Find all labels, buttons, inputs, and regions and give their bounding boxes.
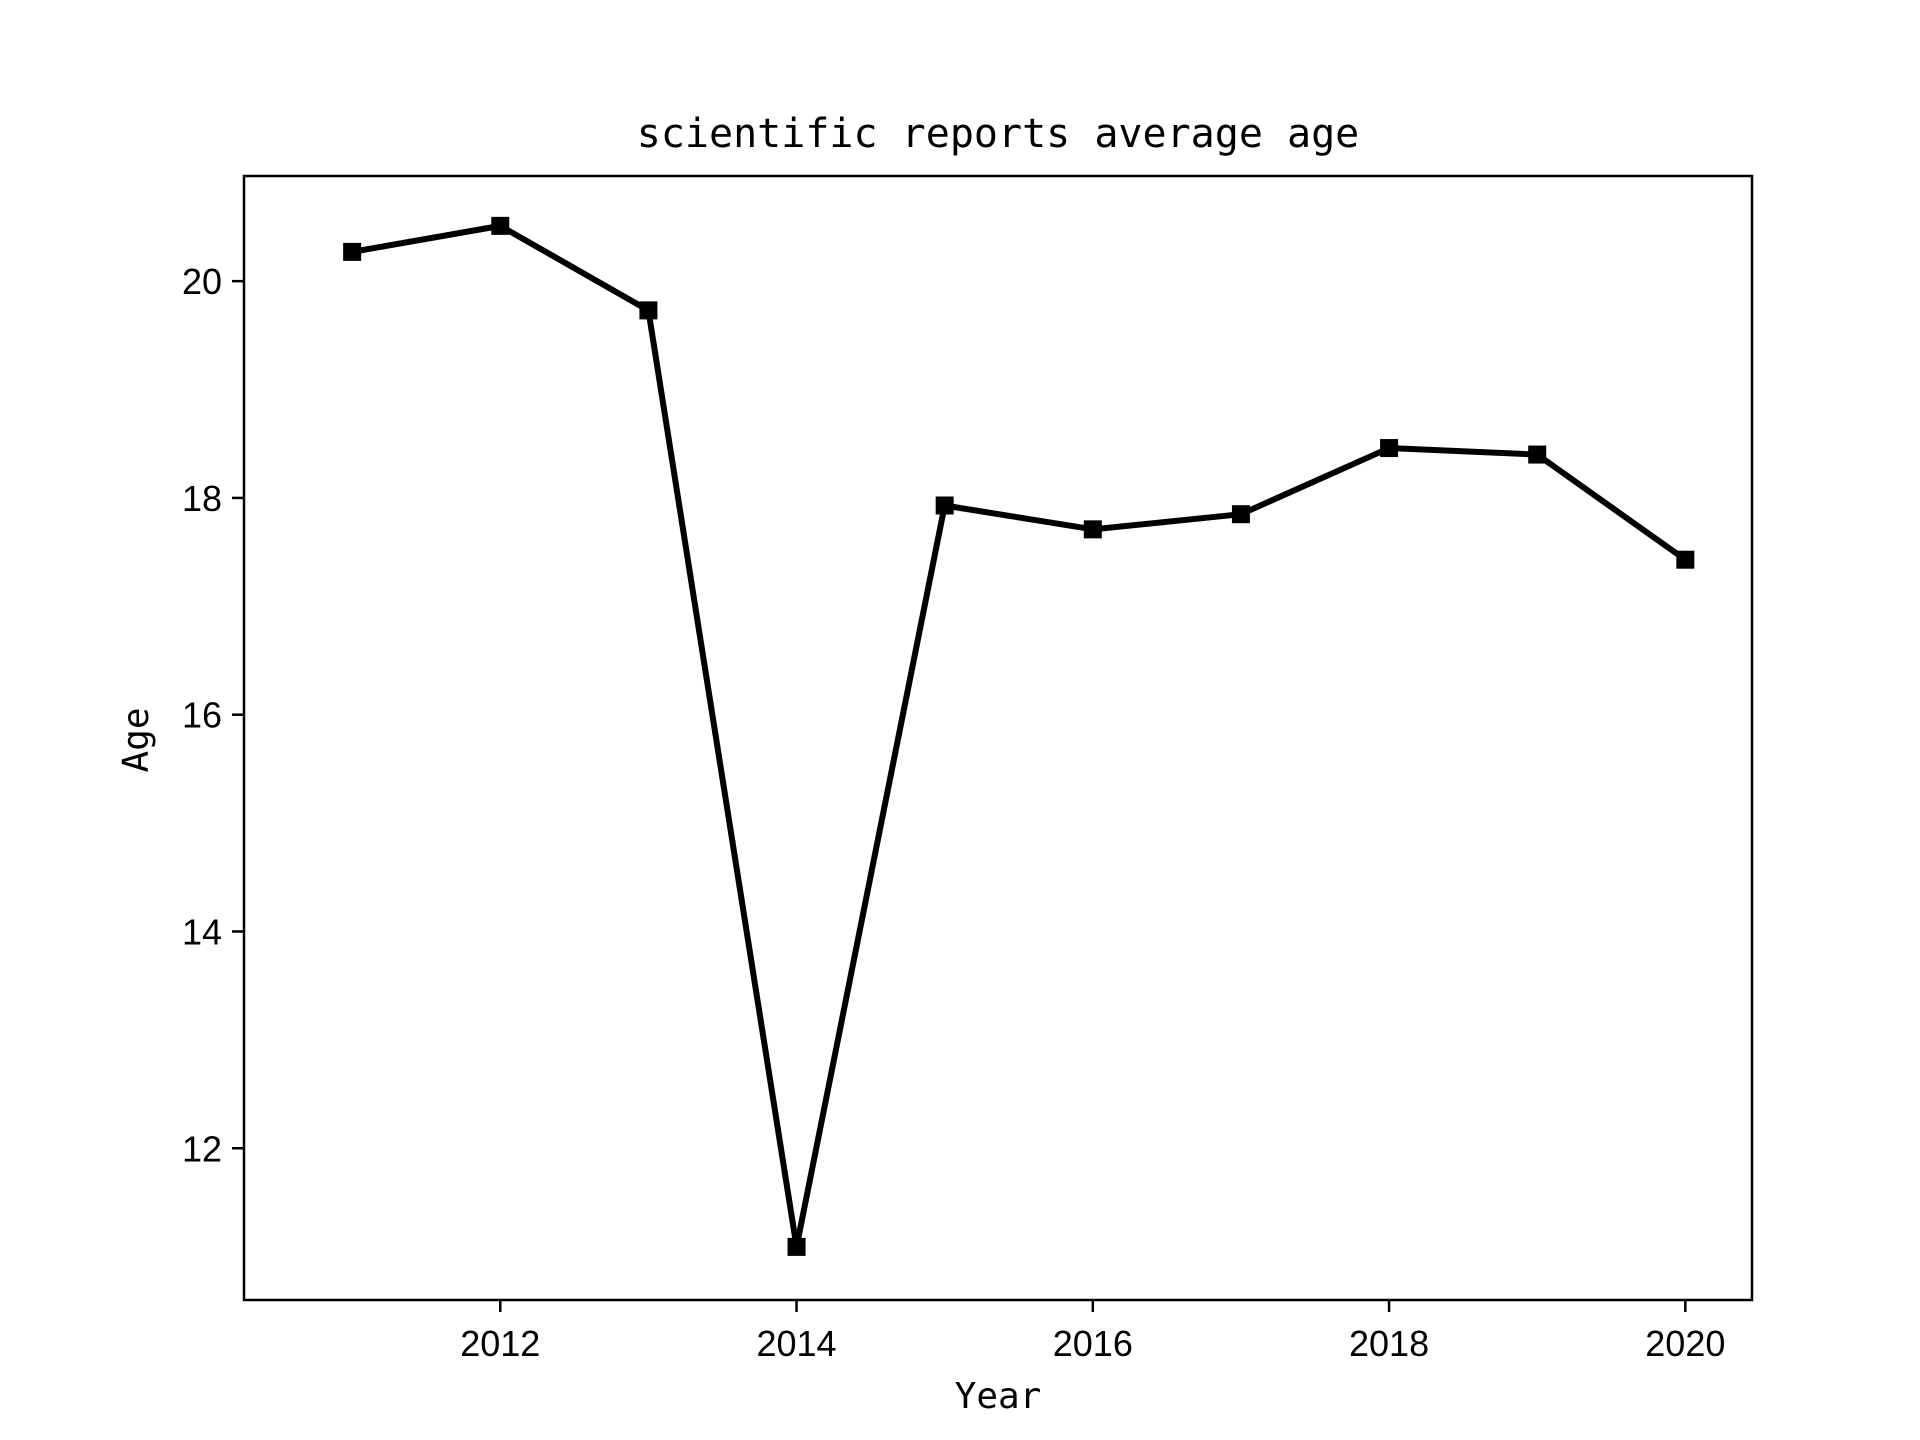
- x-tick-label: 2018: [1349, 1323, 1429, 1364]
- data-point-marker: [343, 242, 362, 261]
- y-ticks: 12 14 16 18 20: [182, 261, 244, 1169]
- data-point-marker: [491, 216, 510, 235]
- y-tick-label: 16: [182, 695, 222, 736]
- x-tick-label: 2012: [460, 1323, 540, 1364]
- plot-area-frame: [242, 174, 1754, 1302]
- y-tick-label: 14: [182, 911, 222, 952]
- data-point-marker: [1380, 439, 1399, 458]
- data-point-marker: [1676, 550, 1695, 569]
- y-tick-label: 18: [182, 478, 222, 519]
- data-point-marker: [935, 496, 954, 515]
- y-tick-label: 20: [182, 261, 222, 302]
- y-tick-label: 12: [182, 1128, 222, 1169]
- y-axis-label: Age: [116, 707, 157, 772]
- x-ticks: 2012 2014 2016 2018 2020: [460, 1300, 1725, 1364]
- data-point-marker: [639, 301, 658, 320]
- data-point-marker: [1083, 520, 1102, 539]
- chart-title: scientific reports average age: [637, 111, 1359, 157]
- x-axis-label: Year: [955, 1376, 1042, 1417]
- data-point-marker: [787, 1237, 806, 1256]
- data-point-marker: [1528, 445, 1547, 464]
- x-tick-label: 2020: [1645, 1323, 1725, 1364]
- series-line: [349, 222, 1689, 1250]
- data-point-marker: [1231, 505, 1250, 524]
- x-tick-label: 2014: [756, 1323, 836, 1364]
- x-tick-label: 2016: [1053, 1323, 1133, 1364]
- series-line-group: [343, 216, 1695, 1256]
